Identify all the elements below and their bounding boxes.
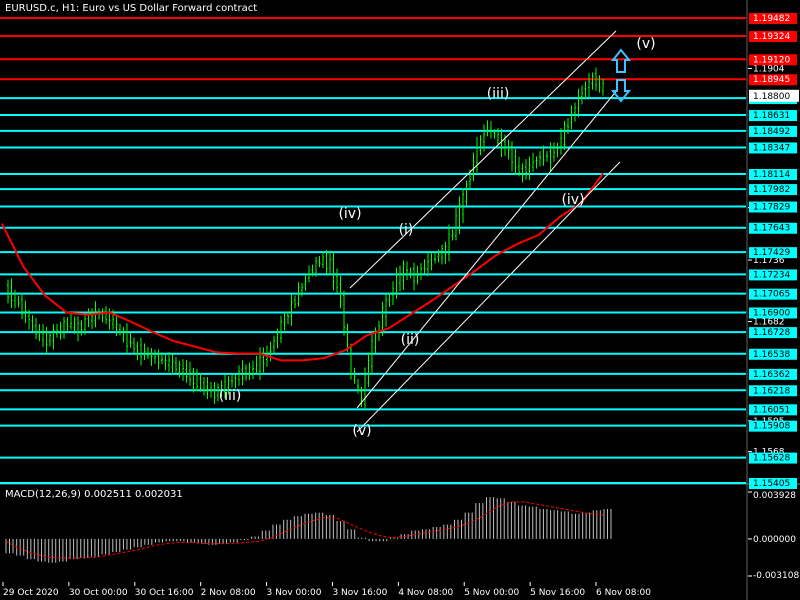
level-tag-12: 1.17429 xyxy=(753,248,790,258)
wave-label-4: (ii) xyxy=(401,332,420,348)
level-tag-2: 1.19120 xyxy=(753,55,790,65)
level-tag-bg-0 xyxy=(749,13,797,24)
level-tag-bg-10 xyxy=(749,201,797,213)
macd-title: MACD(12,26,9) 0.002511 0.002031 xyxy=(5,489,183,500)
level-tag-bg-3 xyxy=(749,74,797,86)
level-tag-10: 1.17829 xyxy=(753,203,790,213)
level-tag-15: 1.16900 xyxy=(753,308,790,318)
level-tag-5: 1.18631 xyxy=(753,111,790,121)
level-tag-bg-9 xyxy=(749,184,797,196)
level-tag-bg-21 xyxy=(749,420,797,432)
level-tag-bg-15 xyxy=(749,307,797,319)
level-tag-bg-6 xyxy=(749,125,797,137)
level-tag-bg-23 xyxy=(749,478,797,489)
level-tag-bg-2 xyxy=(749,54,797,66)
time-tick-label-3: 2 Nov 08:00 xyxy=(201,588,256,598)
level-tag-21: 1.15908 xyxy=(753,422,790,432)
level-tag-13: 1.17234 xyxy=(753,270,790,280)
ma-line xyxy=(1,172,604,362)
time-tick-label-0: 29 Oct 2020 xyxy=(3,588,59,598)
macd-signal-line xyxy=(5,501,605,559)
wave-label-7: (v) xyxy=(636,36,655,52)
level-tag-9: 1.17982 xyxy=(753,185,790,195)
time-tick-label-4: 3 Nov 00:00 xyxy=(267,588,322,598)
level-tag-bg-13 xyxy=(749,269,797,281)
chart-title: EURUSD.c, H1: Euro vs US Dollar Forward … xyxy=(5,3,258,14)
level-tag-18: 1.16362 xyxy=(753,370,790,380)
price-tick-label-0: 1.1904 xyxy=(753,64,785,74)
level-tag-bg-16 xyxy=(749,327,797,339)
level-tag-bg-14 xyxy=(749,288,797,300)
time-tick-label-7: 5 Nov 00:00 xyxy=(464,588,519,598)
current-price-tag-bg xyxy=(749,89,799,102)
level-tag-1: 1.19324 xyxy=(753,32,790,42)
time-tick-label-1: 30 Oct 00:00 xyxy=(69,588,128,598)
macd-tick-label-1: 0.000000 xyxy=(753,535,796,545)
arrow-down-icon xyxy=(610,79,632,103)
level-tag-bg-7 xyxy=(749,142,797,154)
channel-line-1[interactable] xyxy=(356,88,619,409)
channel-line-2[interactable] xyxy=(356,161,621,433)
time-tick-label-5: 3 Nov 16:00 xyxy=(332,588,387,598)
time-tick-label-2: 30 Oct 16:00 xyxy=(135,588,194,598)
level-tag-20: 1.16051 xyxy=(753,405,790,415)
level-tag-bg-19 xyxy=(749,385,797,397)
wave-label-1: (iv) xyxy=(338,206,361,222)
macd-tick-label-0: 0.003928 xyxy=(753,491,796,501)
wave-label-0: (iii) xyxy=(219,388,242,404)
level-tag-14: 1.17065 xyxy=(753,290,790,300)
level-tag-bg-5 xyxy=(749,110,797,122)
level-tag-7: 1.18347 xyxy=(753,143,790,153)
level-tag-bg-1 xyxy=(749,31,797,43)
level-tag-16: 1.16728 xyxy=(753,328,790,338)
wave-label-6: (iv) xyxy=(561,192,584,208)
level-tag-bg-12 xyxy=(749,247,797,259)
level-tag-bg-11 xyxy=(749,222,797,234)
macd-tick-label-2: -0.003108 xyxy=(753,571,799,581)
price-tick-label-2: 1.1736 xyxy=(753,256,785,266)
level-tag-22: 1.15628 xyxy=(753,454,790,464)
level-tag-8: 1.18114 xyxy=(753,170,790,180)
level-tag-17: 1.16538 xyxy=(753,350,790,360)
wave-label-3: (i) xyxy=(399,222,414,238)
level-tag-11: 1.17643 xyxy=(753,224,790,234)
current-price-tag: 1.18800 xyxy=(753,92,790,102)
level-tag-19: 1.16218 xyxy=(753,386,790,396)
time-tick-label-8: 5 Nov 16:00 xyxy=(530,588,585,598)
level-tag-bg-17 xyxy=(749,348,797,360)
level-tag-bg-18 xyxy=(749,368,797,380)
level-tag-6: 1.18492 xyxy=(753,127,790,137)
time-tick-label-9: 6 Nov 08:00 xyxy=(596,588,651,598)
price-tick-label-3: 1.1682 xyxy=(753,318,785,328)
arrow-up-icon xyxy=(610,48,632,73)
level-tag-bg-22 xyxy=(749,452,797,464)
level-tag-0: 1.19482 xyxy=(753,14,790,24)
wave-label-2: (v) xyxy=(352,423,371,439)
time-tick-label-6: 4 Nov 08:00 xyxy=(398,588,453,598)
level-tag-bg-8 xyxy=(749,169,797,181)
wave-label-5: (iii) xyxy=(487,86,510,102)
level-tag-3: 1.18945 xyxy=(753,75,790,85)
level-tag-23: 1.15405 xyxy=(753,479,790,489)
channel-line-0[interactable] xyxy=(349,30,617,289)
level-tag-bg-20 xyxy=(749,404,797,416)
